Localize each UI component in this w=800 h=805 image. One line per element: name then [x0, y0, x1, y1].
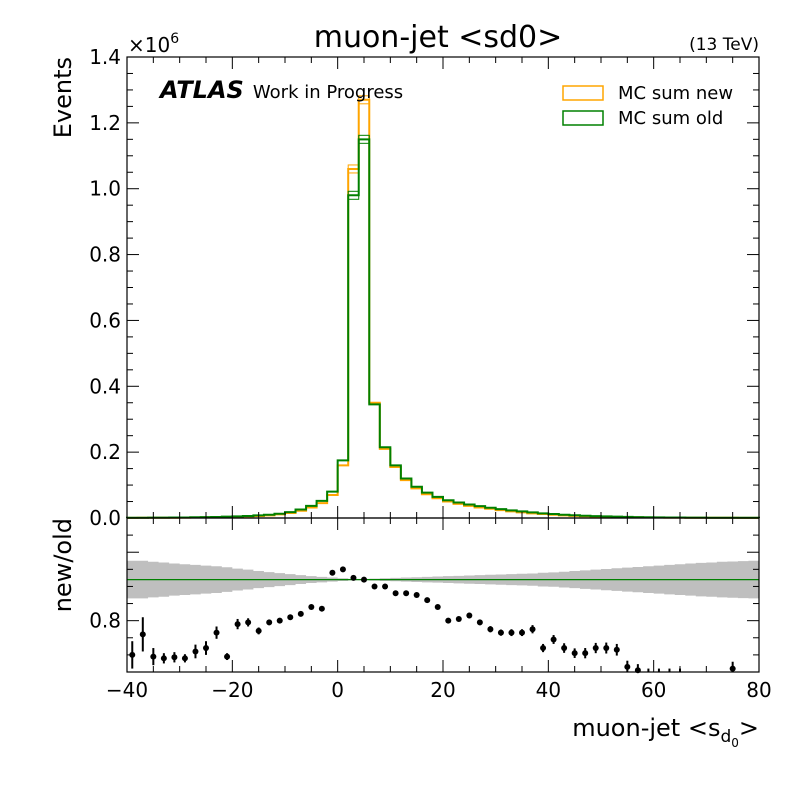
x-tick-label: 80	[746, 678, 771, 702]
panel-frame	[126, 517, 760, 673]
legend: MC sum new MC sum old	[562, 83, 733, 129]
main-y-scale-base: ×10	[128, 33, 170, 57]
ratio-point	[613, 646, 620, 653]
ratio-point	[434, 603, 441, 610]
x-axis-title-subsub: 0	[731, 736, 739, 750]
ratio-point	[571, 650, 578, 657]
x-axis-title: muon-jet <sd0>	[572, 714, 759, 750]
histogram-series-old	[126, 138, 760, 519]
x-axis-title-sub: d	[720, 727, 731, 747]
legend-label-new: MC sum new	[618, 83, 733, 104]
ratio-point	[603, 645, 610, 652]
ratio-point	[424, 597, 431, 604]
ratio-point	[413, 592, 420, 598]
main-y-axis-title: Events	[49, 57, 77, 138]
ratio-point	[255, 627, 262, 634]
ratio-point	[582, 650, 589, 657]
ratio-uncertainty-band	[127, 560, 759, 599]
ratio-point	[213, 629, 220, 636]
x-tick-label: 0	[331, 678, 344, 702]
ratio-point	[276, 617, 283, 624]
y-tick-label: 1.4	[89, 45, 121, 69]
legend-label-old: MC sum old	[618, 108, 723, 129]
ratio-point	[476, 619, 483, 626]
ratio-point	[234, 621, 241, 628]
ratio-point	[192, 648, 199, 655]
ratio-point	[382, 583, 389, 590]
energy-label: (13 TeV)	[689, 35, 759, 55]
ratio-points	[129, 566, 736, 674]
ratio-point	[297, 610, 304, 617]
ratio-point	[392, 590, 399, 597]
atlas-label-sub: Work in Progress	[253, 82, 403, 103]
y-tick-label: 0.6	[89, 308, 121, 332]
ratio-y-axis-title: new/old	[49, 518, 77, 612]
ratio-y-tick-label: 0.8	[89, 609, 121, 633]
main-y-scale-label: ×106	[128, 31, 179, 57]
y-tick-label: 0.2	[89, 440, 121, 464]
atlas-label: ATLAS Work in Progress	[158, 76, 403, 104]
y-tick-label: 1.2	[89, 111, 121, 135]
ratio-point	[455, 615, 462, 622]
ratio-panel: 0.8	[89, 517, 760, 674]
x-tick-label: 40	[536, 678, 561, 702]
ratio-point	[592, 645, 599, 652]
ratio-point	[529, 626, 536, 633]
ratio-point	[160, 655, 167, 662]
chart-title: muon-jet <sd0>	[314, 20, 563, 55]
x-tick-label: 20	[430, 678, 455, 702]
ratio-point	[171, 654, 178, 661]
x-tick-label: −20	[211, 678, 253, 702]
ratio-point	[203, 645, 209, 652]
ratio-point	[361, 576, 367, 583]
ratio-point	[266, 619, 273, 626]
x-tick-label: −40	[106, 678, 148, 702]
ratio-point	[339, 566, 346, 573]
main-y-scale-exponent: 6	[170, 31, 179, 47]
legend-swatch-new	[562, 85, 604, 101]
ratio-point	[487, 626, 494, 633]
ratio-point	[318, 605, 325, 612]
ratio-point	[540, 645, 547, 652]
ratio-point	[150, 653, 157, 660]
ratio-axes: 0.8	[89, 517, 760, 673]
ratio-point	[245, 619, 252, 626]
ratio-point	[403, 590, 410, 597]
histogram-series-new	[126, 98, 760, 519]
ratio-point	[445, 617, 452, 624]
main-panel: 0.0 0.2 0.4 0.6 0.8 1.0 1.2 1.4 ATLAS Work in P…	[89, 45, 760, 530]
ratio-point	[329, 569, 336, 576]
ratio-point	[350, 574, 357, 581]
ratio-point	[224, 653, 231, 660]
ratio-point	[561, 645, 568, 652]
ratio-point	[508, 629, 515, 636]
ratio-point	[139, 631, 146, 638]
x-tick-labels: −40 −20 0 20 40 60 80	[106, 678, 772, 702]
ratio-point	[466, 612, 473, 619]
ratio-point	[497, 629, 504, 636]
y-tick-label: 0.0	[89, 506, 121, 530]
ratio-point	[308, 603, 315, 610]
legend-swatch-old	[562, 110, 604, 126]
ratio-point	[550, 636, 557, 643]
y-tick-label: 0.8	[89, 243, 121, 267]
x-axis-title-close: >	[739, 714, 759, 742]
main-histograms	[126, 95, 760, 519]
atlas-label-bold: ATLAS	[158, 76, 244, 104]
ratio-point	[519, 629, 525, 636]
y-tick-label: 1.0	[89, 177, 121, 201]
x-tick-label: 60	[641, 678, 666, 702]
ratio-point	[181, 655, 188, 662]
main-axes: 0.0 0.2 0.4 0.6 0.8 1.0 1.2 1.4	[89, 45, 760, 530]
ratio-point	[371, 583, 378, 590]
y-tick-label: 0.4	[89, 374, 121, 398]
ratio-point	[287, 614, 294, 621]
x-axis-title-main: muon-jet <s	[572, 714, 720, 742]
